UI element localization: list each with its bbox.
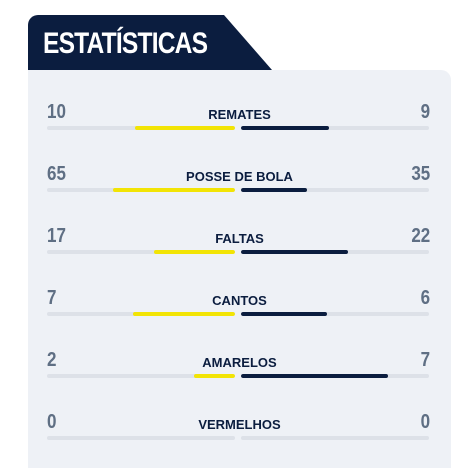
stat-row-fouls: 17 FALTAS 22 — [28, 224, 451, 264]
away-value: 22 — [411, 225, 430, 247]
home-bar-track — [47, 188, 235, 192]
statistics-panel: 10 REMATES 9 65 POSSE DE BOLA 35 17 FALT… — [28, 70, 451, 468]
stat-label: VERMELHOS — [198, 417, 281, 432]
stat-row-red-cards: 0 VERMELHOS 0 — [28, 410, 451, 450]
home-bar-fill — [133, 312, 235, 316]
away-bar-track — [241, 374, 429, 378]
home-value: 7 — [47, 287, 57, 309]
home-bar-fill — [154, 250, 235, 254]
home-bar-track — [47, 374, 235, 378]
stat-label: FALTAS — [215, 231, 264, 246]
home-bar-fill — [194, 374, 235, 378]
home-value: 65 — [47, 163, 66, 185]
home-value: 0 — [47, 411, 57, 433]
home-bar-fill — [135, 126, 235, 130]
home-value: 2 — [47, 349, 57, 371]
away-bar-track — [241, 250, 429, 254]
home-value: 17 — [47, 225, 66, 247]
away-bar-fill — [241, 374, 388, 378]
home-bar-track — [47, 126, 235, 130]
stat-row-possession: 65 POSSE DE BOLA 35 — [28, 162, 451, 202]
away-value: 7 — [420, 349, 430, 371]
away-bar-fill — [241, 188, 307, 192]
away-value: 0 — [420, 411, 430, 433]
statistics-header-tab — [28, 15, 272, 70]
stat-row-yellow-cards: 2 AMARELOS 7 — [28, 348, 451, 388]
home-bar-track — [47, 312, 235, 316]
home-bar-track — [47, 250, 235, 254]
away-value: 9 — [420, 101, 430, 123]
home-bar-track — [47, 436, 235, 440]
stat-label: POSSE DE BOLA — [186, 169, 293, 184]
stat-label: REMATES — [208, 107, 271, 122]
statistics-title: ESTATÍSTICAS — [43, 27, 208, 60]
away-value: 6 — [420, 287, 430, 309]
away-value: 35 — [411, 163, 430, 185]
away-bar-fill — [241, 126, 329, 130]
away-bar-fill — [241, 312, 327, 316]
away-bar-track — [241, 436, 429, 440]
stat-label: AMARELOS — [202, 355, 277, 370]
home-bar-fill — [113, 188, 235, 192]
away-bar-fill — [241, 250, 348, 254]
away-bar-track — [241, 188, 429, 192]
home-value: 10 — [47, 101, 66, 123]
stat-row-corners: 7 CANTOS 6 — [28, 286, 451, 326]
stat-label: CANTOS — [212, 293, 267, 308]
away-bar-track — [241, 312, 429, 316]
stat-row-shots: 10 REMATES 9 — [28, 100, 451, 140]
away-bar-track — [241, 126, 429, 130]
